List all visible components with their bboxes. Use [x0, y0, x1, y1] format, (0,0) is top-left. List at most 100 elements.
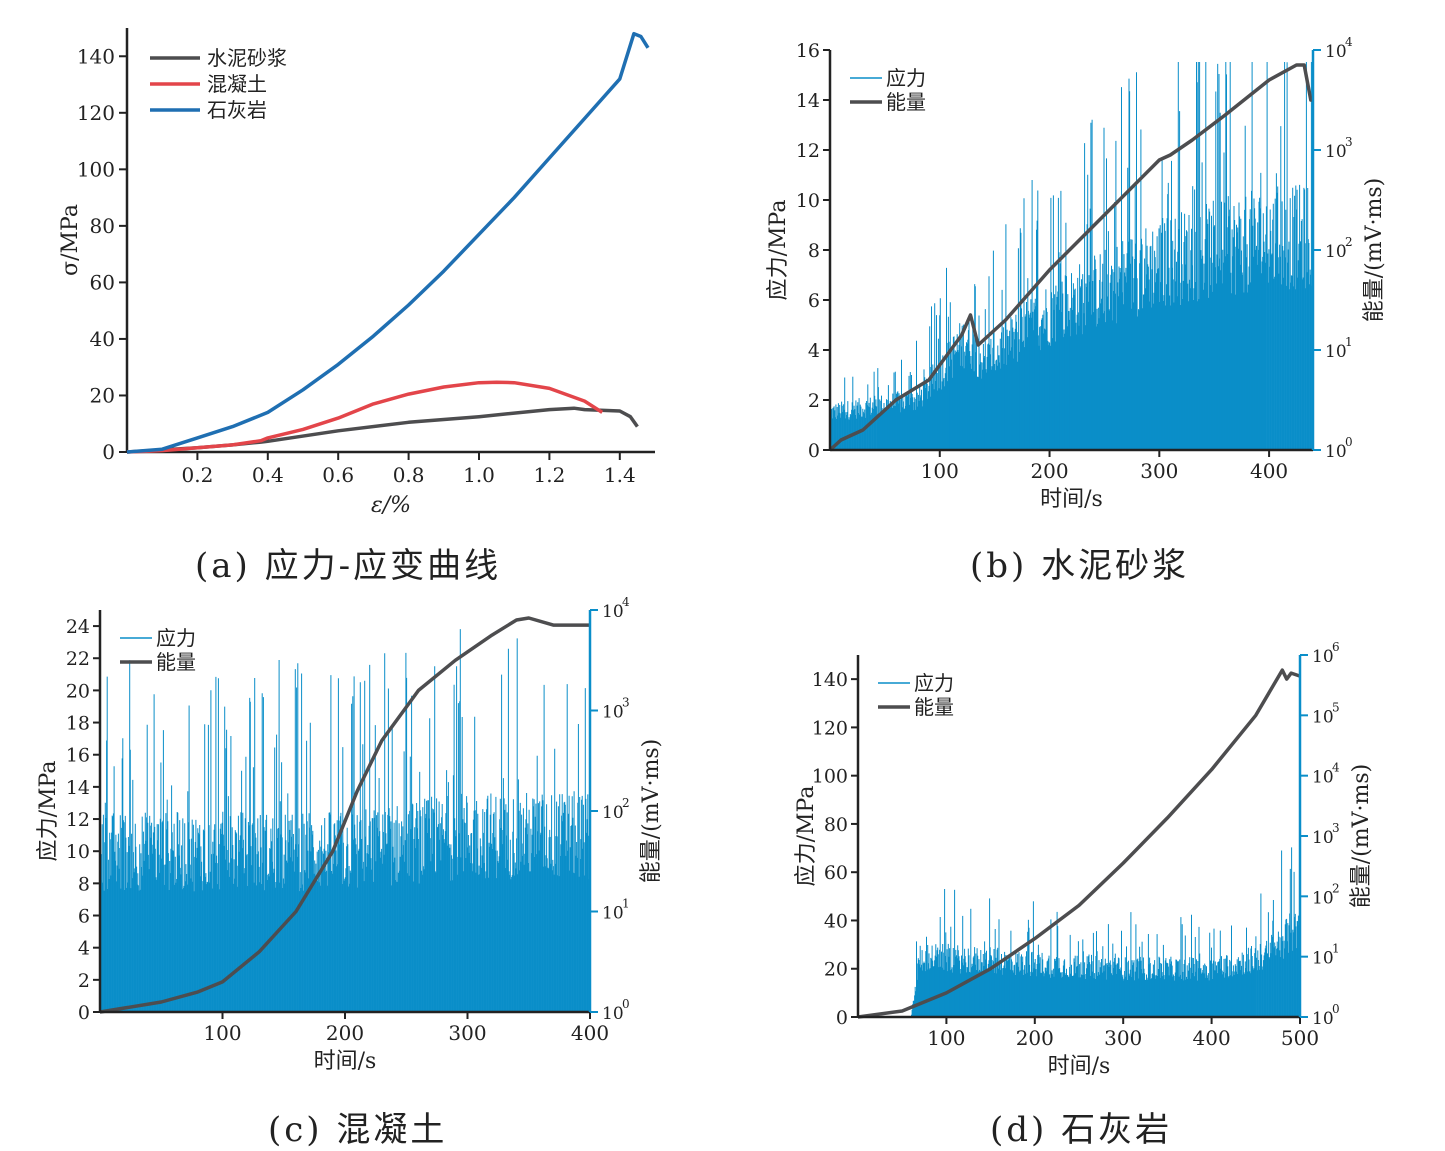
x-tick-label: 200 [326, 1021, 364, 1045]
x-axis-label: 时间/s [1040, 487, 1103, 512]
y-tick-label: 22 [66, 648, 90, 670]
caption-a: (a) 应力-应变曲线 [195, 546, 502, 586]
y2-tick-exponent: 4 [1345, 35, 1353, 49]
y2-tick-label: 10 [1312, 949, 1334, 969]
y2-axis-label: 能量/(mV·ms) [639, 739, 664, 883]
x-tick-label: 1.0 [463, 463, 495, 487]
x-tick-label: 100 [203, 1021, 241, 1045]
x-tick-label: 500 [1281, 1026, 1319, 1050]
y-tick-label: 20 [66, 680, 90, 702]
y2-tick-exponent: 0 [1345, 435, 1353, 449]
y-tick-label: 14 [796, 90, 820, 112]
y-tick-label: 2 [808, 390, 820, 412]
y-tick-label: 60 [824, 862, 848, 884]
x-tick-label: 300 [448, 1021, 486, 1045]
caption-c: (c) 混凝土 [268, 1110, 448, 1150]
x-axis-label: ε/% [371, 493, 411, 518]
x-tick-label: 100 [927, 1026, 965, 1050]
series-line-3 [126, 31, 650, 454]
y2-tick-label: 10 [1312, 1009, 1334, 1029]
x-tick-label: 0.2 [181, 463, 213, 487]
x-tick-label: 400 [1250, 459, 1288, 483]
y-tick-label: 120 [812, 717, 848, 739]
y2-tick-exponent: 4 [622, 595, 630, 609]
y-tick-label: 4 [78, 938, 90, 960]
y-tick-label: 40 [90, 327, 115, 351]
panel-a-stress-strain: 0 20 40 60 80 100 120 140 0.2 0.4 0.6 0.8 1.0 1.2 1.4 ε… [58, 28, 655, 518]
x-tick-label: 1.4 [604, 463, 636, 487]
y2-tick-exponent: 3 [1332, 821, 1340, 835]
legend-label: 应力 [886, 66, 926, 90]
y-tick-label: 120 [77, 101, 115, 125]
y2-tick-label: 10 [602, 904, 624, 924]
y-tick-label: 6 [808, 290, 820, 312]
y2-tick-label: 10 [1312, 768, 1334, 788]
y2-tick-exponent: 2 [1332, 881, 1340, 895]
series-line-1 [126, 406, 639, 454]
x-tick-label: 0.4 [252, 463, 284, 487]
y2-axis-label: 能量/(mV·ms) [1362, 178, 1387, 322]
y-axis-label: 应力/MPa [794, 786, 819, 887]
y-tick-label: 100 [77, 157, 115, 181]
y2-tick-exponent: 1 [1345, 335, 1353, 349]
energy-line [99, 616, 590, 1014]
y2-tick-exponent: 3 [1345, 135, 1353, 149]
y2-tick-label: 10 [1325, 342, 1347, 362]
y2-tick-label: 10 [602, 602, 624, 622]
y-tick-label: 20 [824, 959, 848, 981]
x-tick-label: 0.6 [322, 463, 354, 487]
y2-tick-exponent: 1 [622, 897, 630, 911]
y-tick-label: 80 [90, 214, 115, 238]
x-tick-label: 200 [1030, 459, 1068, 483]
y2-tick-label: 10 [602, 803, 624, 823]
y-tick-label: 20 [90, 383, 115, 407]
y-tick-label: 8 [808, 240, 820, 262]
y-tick-label: 14 [66, 777, 90, 799]
legend-label: 水泥砂浆 [207, 46, 287, 70]
y-tick-label: 80 [824, 814, 848, 836]
y2-tick-label: 10 [1325, 242, 1347, 262]
y-tick-label: 12 [66, 809, 90, 831]
y2-tick-label: 10 [602, 1004, 624, 1024]
y-tick-label: 2 [78, 970, 90, 992]
y2-tick-exponent: 0 [622, 997, 630, 1011]
y-axis-label: 应力/MPa [36, 761, 61, 862]
y2-tick-label: 10 [1312, 707, 1334, 727]
y-tick-label: 8 [78, 873, 90, 895]
legend-label: 应力 [156, 626, 196, 650]
y-tick-label: 140 [77, 44, 115, 68]
y-tick-label: 0 [78, 1002, 90, 1024]
x-axis-label: 时间/s [1048, 1054, 1111, 1079]
x-tick-label: 400 [1193, 1026, 1231, 1050]
y2-tick-exponent: 1 [1332, 942, 1340, 956]
y-tick-label: 24 [66, 616, 90, 638]
legend-label: 应力 [914, 671, 954, 695]
legend-label: 石灰岩 [207, 98, 267, 122]
x-tick-label: 1.2 [533, 463, 565, 487]
legend-label: 能量 [886, 90, 926, 114]
legend-label: 能量 [914, 695, 954, 719]
y2-tick-exponent: 4 [1332, 761, 1340, 775]
x-tick-label: 100 [921, 459, 959, 483]
caption-d: (d) 石灰岩 [990, 1110, 1173, 1150]
y2-axis-label: 能量/(mV·ms) [1349, 764, 1374, 908]
legend-label: 混凝土 [207, 72, 267, 96]
x-tick-label: 200 [1016, 1026, 1054, 1050]
energy-line [857, 668, 1301, 1019]
y-tick-label: 10 [796, 190, 820, 212]
y2-tick-label: 10 [1325, 142, 1347, 162]
caption-b: (b) 水泥砂浆 [970, 546, 1190, 586]
x-tick-label: 300 [1140, 459, 1178, 483]
y-axis-label: σ/MPa [58, 204, 83, 276]
y2-tick-label: 10 [1312, 828, 1334, 848]
y-tick-label: 10 [66, 841, 90, 863]
y2-tick-exponent: 6 [1332, 640, 1340, 654]
y-axis-label: 应力/MPa [766, 200, 791, 301]
y2-tick-exponent: 3 [622, 696, 630, 710]
y2-tick-label: 10 [1325, 442, 1347, 462]
y2-tick-exponent: 2 [622, 796, 630, 810]
legend-label: 能量 [156, 650, 196, 674]
